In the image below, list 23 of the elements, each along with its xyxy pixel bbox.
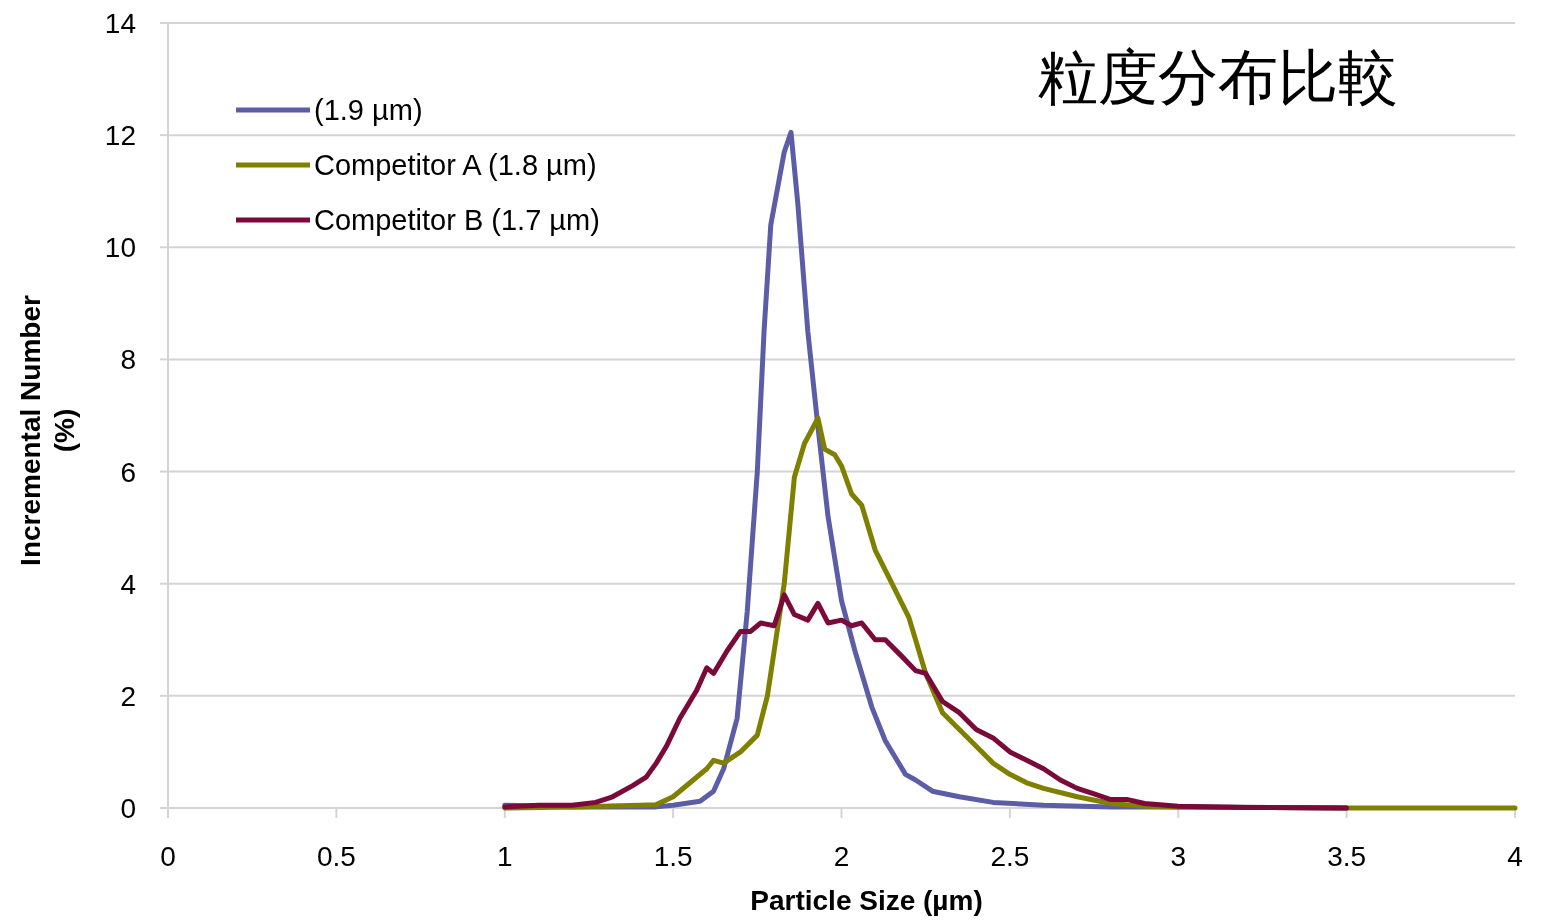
x-tick-label: 2.5 [990, 841, 1030, 872]
y-tick-label: 2 [120, 680, 136, 712]
legend-label: Competitor A (1.8 µm) [314, 149, 597, 181]
x-tick-label: 0.5 [316, 841, 356, 872]
y-tick-label: 14 [104, 8, 136, 39]
legend-label: Competitor B (1.7 µm) [314, 204, 600, 236]
y-tick-label: 10 [104, 232, 136, 264]
x-tick-label: 3 [1170, 841, 1187, 872]
x-tick-label: 4 [1507, 841, 1523, 872]
chart-title: 粒度分布比較 [1038, 42, 1398, 112]
y-tick-label: 0 [120, 793, 136, 824]
y-tick-label: 12 [104, 120, 136, 152]
x-tick-label: 1 [496, 841, 513, 872]
x-tick-label: 2 [833, 841, 850, 872]
legend-label: (1.9 µm) [314, 94, 423, 126]
x-axis-title: Particle Size (µm) [750, 885, 983, 916]
y-axis-title: Incremental Number (%) [15, 295, 80, 566]
y-tick-label: 6 [120, 456, 136, 488]
y-tick-label: 8 [120, 344, 136, 376]
x-tick-label: 1.5 [653, 841, 693, 872]
x-tick-label: 3.5 [1327, 841, 1367, 872]
x-tick-label: 0 [160, 841, 176, 872]
y-tick-label: 4 [120, 568, 136, 600]
